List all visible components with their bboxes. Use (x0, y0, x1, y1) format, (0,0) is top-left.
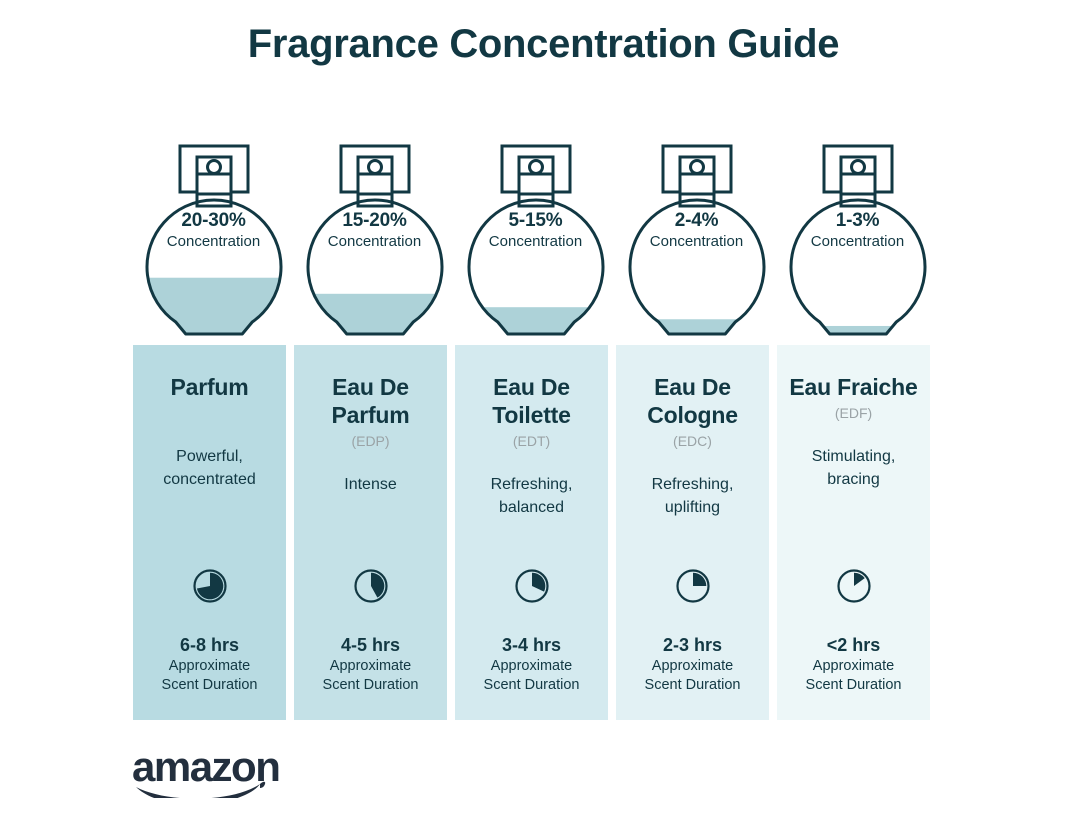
clock-icon (353, 569, 388, 603)
duration-block: <2 hrs Approximate Scent Duration (777, 633, 930, 695)
bottle-collar (356, 172, 393, 196)
bottle-body (628, 198, 765, 336)
fragrance-card-4[interactable]: Eau De Cologne (EDC) Refreshing, uplifting… (616, 345, 769, 720)
duration-block: 2-3 hrs Approximate Scent Duration (616, 633, 769, 695)
bottle-collar (839, 172, 876, 196)
duration-caption-line2: Scent Duration (805, 677, 902, 693)
fragrance-abbreviation: (EDF) (834, 405, 873, 421)
duration-caption-line1: Approximate (490, 658, 573, 674)
amazon-logo: amazon (132, 743, 281, 805)
duration-clock-wrap (777, 567, 930, 605)
fragrance-abbreviation: (EDC) (673, 433, 712, 449)
bottle-collar (517, 172, 554, 196)
bottle-body (306, 198, 443, 336)
bottle-2: 15-20% Concentration (294, 138, 455, 338)
duration-caption-line1: Approximate (651, 658, 734, 674)
fragrance-name: Eau De Cologne (647, 374, 738, 428)
duration-caption-line2: Scent Duration (644, 677, 741, 693)
fragrance-abbreviation: (EDP) (351, 433, 390, 449)
fragrance-card-3[interactable]: Eau De Toilette (EDT) Refreshing, balanced… (455, 345, 608, 720)
clock-icon (836, 569, 871, 603)
perfume-bottle-icon (467, 144, 604, 336)
duration-block: 4-5 hrs Approximate Scent Duration (294, 633, 447, 695)
duration-block: 3-4 hrs Approximate Scent Duration (455, 633, 608, 695)
bottle-sprayer-button (688, 159, 705, 175)
bottle-4: 2-4% Concentration (616, 138, 777, 338)
page-title: Fragrance Concentration Guide (247, 22, 840, 66)
fragrance-description: Refreshing, balanced (490, 476, 573, 516)
card-row: Parfum Powerful, concentrated 6-8 hrs Appro… (133, 345, 938, 720)
duration-clock-wrap (616, 567, 769, 605)
bottle-liquid-fill (790, 325, 925, 334)
bottle-sprayer-button (205, 159, 222, 175)
duration-caption-line1: Approximate (168, 658, 251, 674)
bottle-5: 1-3% Concentration (777, 138, 938, 338)
duration-clock-wrap (294, 567, 447, 605)
fragrance-abbreviation: (EDT) (512, 433, 551, 449)
fragrance-card-5[interactable]: Eau Fraiche (EDF) Stimulating, bracing <2 h… (777, 345, 930, 720)
fragrance-name: Eau De Parfum (331, 374, 410, 428)
clock-fill-wedge (370, 572, 384, 598)
duration-clock-wrap (133, 567, 286, 605)
fragrance-name: Eau De Toilette (492, 374, 571, 428)
fragrance-card-1[interactable]: Parfum Powerful, concentrated 6-8 hrs Appro… (133, 345, 286, 720)
bottle-body (145, 198, 282, 336)
duration-caption-line2: Scent Duration (161, 677, 258, 693)
duration-caption-line1: Approximate (329, 658, 412, 674)
svg-text:amazon: amazon (132, 748, 279, 790)
fragrance-name: Parfum (170, 374, 249, 400)
bottle-body (467, 198, 604, 336)
bottle-liquid-fill (629, 319, 764, 334)
fragrance-name: Eau Fraiche (789, 374, 918, 400)
duration-hours: <2 hrs (826, 635, 881, 655)
clock-icon (514, 569, 549, 603)
perfume-bottle-icon (628, 144, 765, 336)
perfume-bottle-icon (789, 144, 926, 336)
clock-fill-wedge (531, 572, 545, 592)
fragrance-description: Powerful, concentrated (163, 448, 256, 488)
clock-fill-wedge (196, 572, 223, 600)
perfume-bottle-icon (306, 144, 443, 336)
clock-icon (192, 569, 227, 603)
fragrance-card-2[interactable]: Eau De Parfum (EDP) Intense 4-5 hrs Approxim… (294, 345, 447, 720)
fragrance-description: Intense (344, 476, 397, 493)
bottle-row: 20-30% Concentration 15-20% Concentration 5-… (133, 138, 938, 338)
duration-hours: 3-4 hrs (501, 635, 562, 655)
bottle-sprayer-button (527, 159, 544, 175)
bottle-body (789, 198, 926, 336)
duration-caption-line2: Scent Duration (483, 677, 580, 693)
duration-block: 6-8 hrs Approximate Scent Duration (133, 633, 286, 695)
bottle-sprayer-button (366, 159, 383, 175)
clock-icon (675, 569, 710, 603)
duration-clock-wrap (455, 567, 608, 605)
bottle-3: 5-15% Concentration (455, 138, 616, 338)
duration-hours: 2-3 hrs (662, 635, 723, 655)
bottle-1: 20-30% Concentration (133, 138, 294, 338)
clock-fill-wedge (692, 572, 706, 586)
perfume-bottle-icon (145, 144, 282, 336)
clock-fill-wedge (853, 572, 865, 586)
bottle-collar (678, 172, 715, 196)
duration-hours: 4-5 hrs (340, 635, 401, 655)
bottle-sprayer-button (849, 159, 866, 175)
bottle-liquid-fill (146, 277, 281, 334)
bottle-collar (195, 172, 232, 196)
duration-hours: 6-8 hrs (179, 635, 240, 655)
duration-caption-line2: Scent Duration (322, 677, 419, 693)
fragrance-description: Refreshing, uplifting (651, 476, 734, 516)
fragrance-description: Stimulating, bracing (811, 448, 896, 488)
duration-caption-line1: Approximate (812, 658, 895, 674)
